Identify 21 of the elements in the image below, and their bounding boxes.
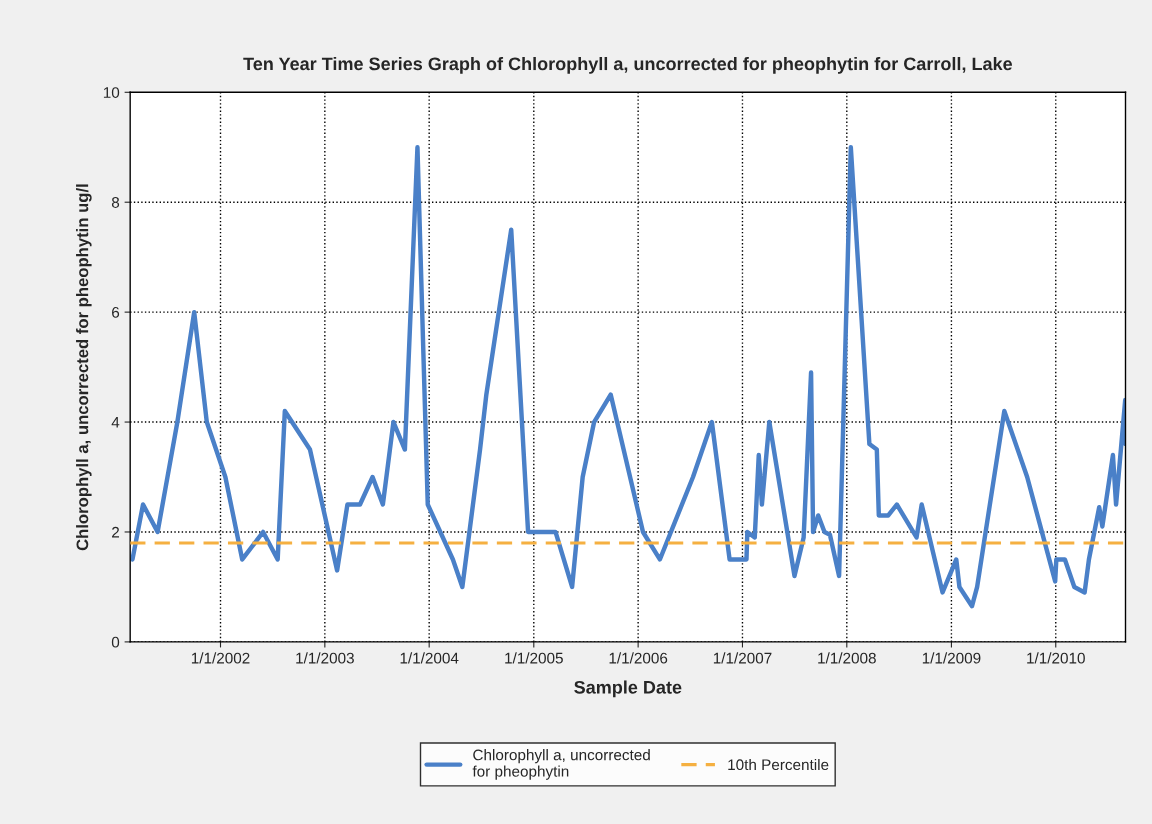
y-tick-label: 0 — [111, 636, 120, 648]
x-tick-label: 1/1/2010 — [1027, 652, 1085, 664]
x-tick-label: 1/1/2004 — [400, 652, 459, 664]
x-tick-label: 1/1/2008 — [818, 652, 876, 664]
x-tick-label: 1/1/2006 — [609, 652, 668, 664]
x-tick-label: 1/1/2007 — [713, 652, 772, 664]
x-tick-label: 1/1/2003 — [296, 652, 354, 664]
x-tick-label: 1/1/2002 — [191, 652, 250, 664]
y-axis-title: Chlorophyll a, uncorrected for pheophytin ug/l — [76, 184, 92, 551]
x-tick-label: 1/1/2005 — [505, 652, 563, 664]
x-axis-title: Sample Date — [574, 680, 682, 698]
y-tick-label: 10 — [103, 87, 120, 98]
x-tick-label: 1/1/2009 — [922, 652, 981, 664]
y-tick-label: 8 — [111, 197, 120, 208]
legend-label: 10th Percentile — [728, 758, 829, 771]
y-tick-label: 6 — [112, 307, 120, 318]
chart-title: Ten Year Time Series Graph of Chlorophyll a, uncorrected for pheophytin for Carroll, Lake — [243, 56, 1013, 74]
legend-label: Chlorophyll a, uncorrected for pheophytin — [472, 749, 650, 780]
line-series — [130, 145, 1126, 609]
y-tick-label: 4 — [111, 417, 120, 428]
y-tick-label: 2 — [112, 526, 119, 538]
